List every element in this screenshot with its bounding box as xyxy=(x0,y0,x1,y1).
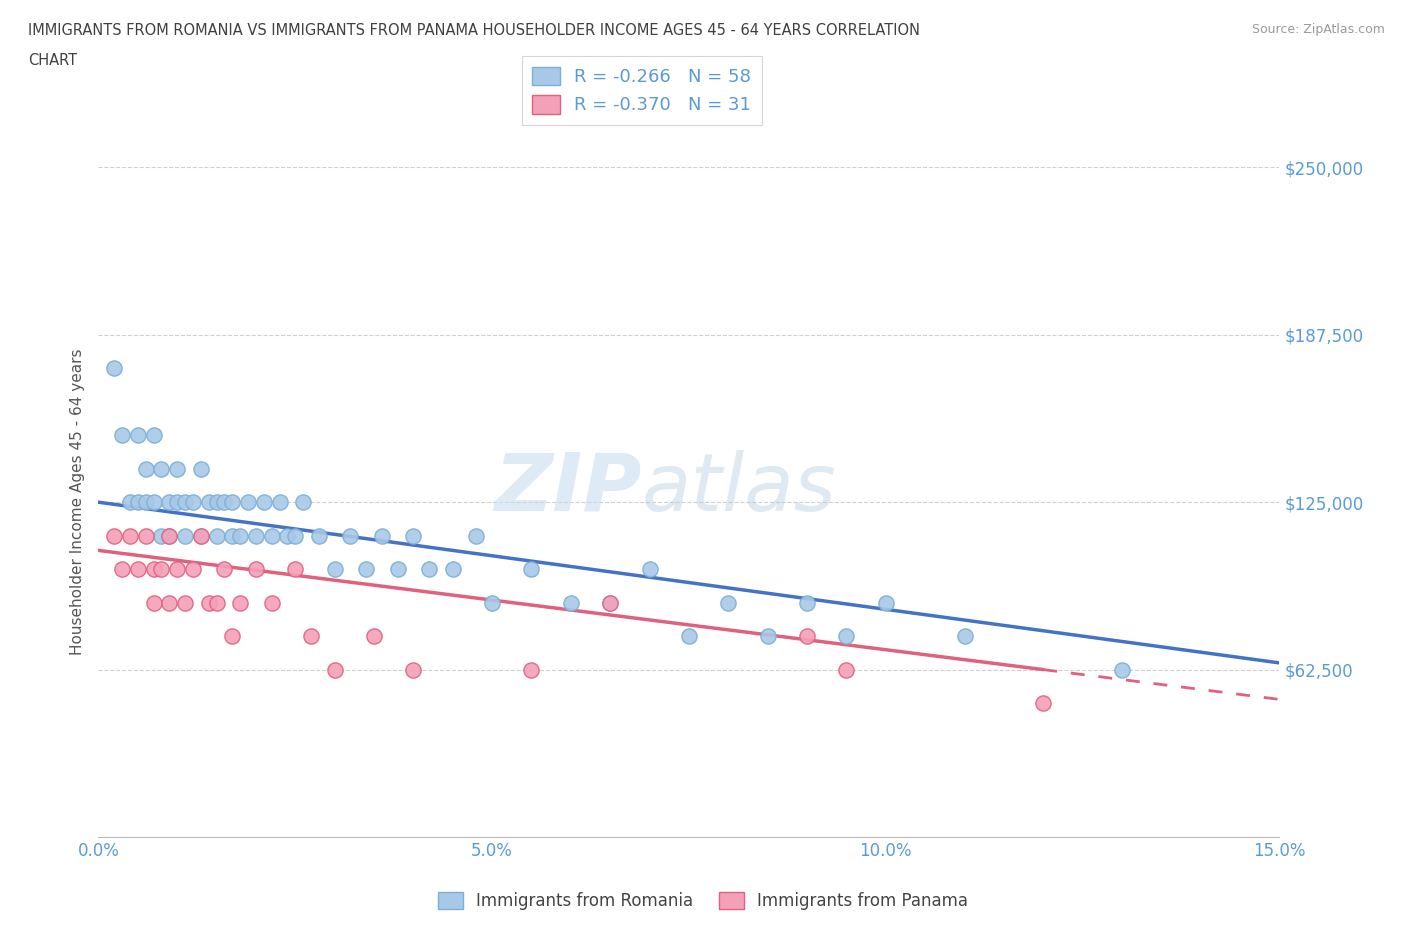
Point xyxy=(269,495,291,510)
Point xyxy=(402,528,425,543)
Point xyxy=(205,595,228,610)
Point xyxy=(363,629,385,644)
Point xyxy=(214,562,236,577)
Point xyxy=(260,595,283,610)
Point xyxy=(221,495,243,510)
Point xyxy=(465,528,488,543)
Point xyxy=(520,562,543,577)
Text: IMMIGRANTS FROM ROMANIA VS IMMIGRANTS FROM PANAMA HOUSEHOLDER INCOME AGES 45 - 6: IMMIGRANTS FROM ROMANIA VS IMMIGRANTS FR… xyxy=(28,23,920,38)
Point xyxy=(678,629,700,644)
Point xyxy=(1111,662,1133,677)
Legend: R = -0.266   N = 58, R = -0.370   N = 31: R = -0.266 N = 58, R = -0.370 N = 31 xyxy=(522,56,762,126)
Point xyxy=(111,428,134,443)
Point xyxy=(190,461,212,476)
Point xyxy=(197,595,219,610)
Point xyxy=(599,595,621,610)
Y-axis label: Householder Income Ages 45 - 64 years: Householder Income Ages 45 - 64 years xyxy=(69,349,84,656)
Point xyxy=(166,461,188,476)
Legend: Immigrants from Romania, Immigrants from Panama: Immigrants from Romania, Immigrants from… xyxy=(432,885,974,917)
Point xyxy=(402,662,425,677)
Point xyxy=(150,562,173,577)
Point xyxy=(260,528,283,543)
Point xyxy=(118,528,141,543)
Point xyxy=(1032,696,1054,711)
Text: ZIP: ZIP xyxy=(495,450,641,528)
Point xyxy=(127,562,149,577)
Point xyxy=(299,629,322,644)
Point xyxy=(157,595,180,610)
Point xyxy=(221,629,243,644)
Point xyxy=(253,495,276,510)
Point xyxy=(157,528,180,543)
Point xyxy=(835,662,858,677)
Point xyxy=(245,528,267,543)
Point xyxy=(103,528,125,543)
Point xyxy=(174,495,197,510)
Point xyxy=(520,662,543,677)
Point xyxy=(599,595,621,610)
Point xyxy=(323,662,346,677)
Point xyxy=(197,495,219,510)
Point xyxy=(835,629,858,644)
Point xyxy=(354,562,377,577)
Point xyxy=(284,562,307,577)
Point xyxy=(371,528,394,543)
Point xyxy=(221,528,243,543)
Point xyxy=(205,528,228,543)
Point xyxy=(308,528,330,543)
Point xyxy=(953,629,976,644)
Point xyxy=(560,595,582,610)
Point xyxy=(796,595,818,610)
Point xyxy=(135,495,157,510)
Point xyxy=(418,562,440,577)
Point xyxy=(103,361,125,376)
Point xyxy=(292,495,315,510)
Point xyxy=(181,495,204,510)
Point xyxy=(150,461,173,476)
Point xyxy=(875,595,897,610)
Point xyxy=(127,495,149,510)
Point xyxy=(717,595,740,610)
Point xyxy=(142,428,165,443)
Point xyxy=(276,528,298,543)
Point xyxy=(284,528,307,543)
Text: CHART: CHART xyxy=(28,53,77,68)
Point xyxy=(190,528,212,543)
Point xyxy=(245,562,267,577)
Point xyxy=(229,528,252,543)
Point xyxy=(142,495,165,510)
Point xyxy=(150,528,173,543)
Point xyxy=(190,528,212,543)
Point xyxy=(174,528,197,543)
Point xyxy=(174,595,197,610)
Point xyxy=(135,461,157,476)
Point xyxy=(339,528,361,543)
Text: atlas: atlas xyxy=(641,450,837,528)
Point xyxy=(135,528,157,543)
Point xyxy=(205,495,228,510)
Point xyxy=(142,595,165,610)
Point xyxy=(157,495,180,510)
Point xyxy=(236,495,259,510)
Point xyxy=(214,495,236,510)
Point xyxy=(796,629,818,644)
Point xyxy=(229,595,252,610)
Point xyxy=(323,562,346,577)
Point xyxy=(387,562,409,577)
Point xyxy=(481,595,503,610)
Point xyxy=(157,528,180,543)
Point xyxy=(181,562,204,577)
Point xyxy=(638,562,661,577)
Point xyxy=(166,562,188,577)
Point xyxy=(142,562,165,577)
Point xyxy=(441,562,464,577)
Text: Source: ZipAtlas.com: Source: ZipAtlas.com xyxy=(1251,23,1385,36)
Point xyxy=(127,428,149,443)
Point xyxy=(756,629,779,644)
Point xyxy=(111,562,134,577)
Point xyxy=(118,495,141,510)
Point xyxy=(166,495,188,510)
